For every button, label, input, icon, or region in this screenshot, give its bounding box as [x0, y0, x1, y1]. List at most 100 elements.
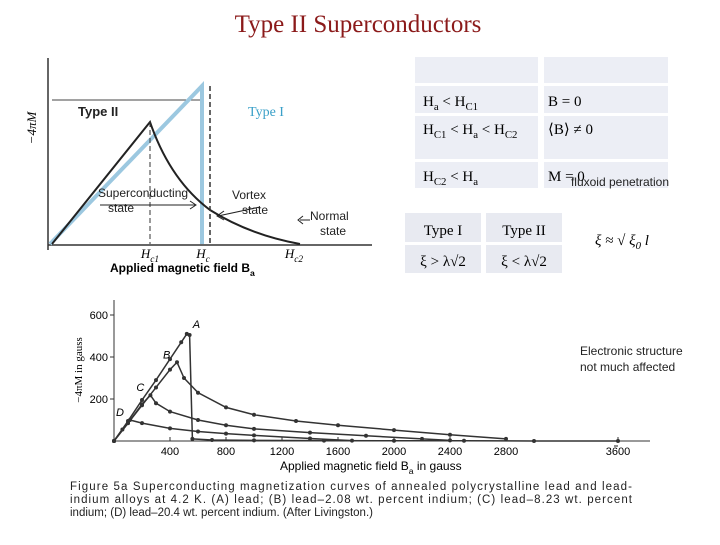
cell [405, 213, 481, 242]
text-part: H [195, 246, 206, 261]
x-tick-label: 1600 [326, 446, 350, 458]
point [224, 405, 228, 410]
cell [405, 245, 481, 273]
cell-text: Type II [502, 223, 546, 239]
text-part: H [423, 169, 434, 185]
point [504, 436, 508, 441]
text-part: Applied magnetic field B [280, 459, 409, 473]
point [196, 429, 200, 434]
point [252, 433, 256, 438]
remark: Electronic structure [580, 344, 683, 358]
subscript: a [473, 176, 478, 188]
point [168, 367, 172, 372]
point [252, 426, 256, 431]
text-part: H [140, 246, 151, 261]
point [448, 432, 452, 437]
rich-text: HC2 < Ha [423, 169, 478, 188]
series-line [113, 419, 353, 442]
point [154, 401, 158, 406]
cell [486, 245, 562, 273]
text-part: l [641, 233, 649, 249]
cell-text: ξ > λ√2 [420, 254, 466, 270]
subscript: a [473, 129, 478, 141]
point [224, 423, 228, 428]
curve-label: Type I [248, 105, 284, 120]
y-tick-label: 400 [90, 352, 108, 364]
rich-text: Ha < HC1 [423, 94, 478, 113]
point [196, 390, 200, 395]
caption: Figure 5a Superconducting magnetization … [70, 481, 632, 493]
point [168, 409, 172, 414]
subscript: c1 [150, 255, 159, 265]
point [336, 423, 340, 428]
region-label: state [108, 201, 134, 215]
cell [486, 213, 562, 242]
cell-text: Type I [424, 223, 463, 239]
point [392, 438, 396, 443]
x-tick-label: 400 [161, 446, 179, 458]
subscript: C1 [465, 101, 478, 113]
point [448, 438, 452, 443]
cell [544, 162, 668, 188]
point [308, 436, 312, 441]
subscript: a [434, 101, 439, 113]
text-part: in gauss [414, 459, 462, 473]
point [120, 427, 125, 432]
text-part: < H [446, 169, 473, 185]
point [392, 428, 396, 433]
text-part: M = 0 [548, 169, 585, 185]
y-axis-label: −4πM in gauss [73, 337, 85, 403]
type-i-curve [48, 81, 204, 246]
series-label: D [116, 407, 124, 419]
point [148, 393, 153, 398]
point [154, 385, 158, 390]
series-line [113, 394, 451, 442]
cell [415, 86, 538, 113]
region-label: Superconducting [98, 186, 188, 200]
point [168, 426, 172, 431]
x-tick-label: 800 [217, 446, 235, 458]
subscript: a [250, 268, 255, 278]
cell [415, 162, 538, 188]
point [112, 439, 116, 443]
point [190, 436, 195, 441]
rich-text: ξ ≈ √ ξ0 l [595, 233, 649, 252]
region-label: state [242, 203, 268, 217]
region-label: Vortex [232, 188, 266, 202]
y-tick-label: 600 [90, 310, 108, 322]
point [154, 378, 158, 383]
rich-text: Hc [195, 246, 210, 265]
arrow [100, 200, 197, 210]
header-cell [544, 57, 668, 83]
series-line [113, 332, 618, 442]
point [196, 418, 200, 422]
caption: indium alloys at 4.2 K. (A) lead; (B) le… [70, 494, 633, 506]
rich-text: Applied magnetic field Ba in gauss [280, 459, 462, 476]
cell-text: ξ < λ√2 [501, 254, 547, 270]
series-label: A [192, 319, 200, 331]
point [420, 436, 424, 441]
region-label: Normal [310, 209, 349, 223]
type-ii-curve [51, 119, 301, 245]
point [616, 439, 620, 443]
subscript: C2 [505, 129, 518, 141]
text-part: Applied magnetic field B [110, 261, 250, 275]
subscript: 0 [636, 240, 642, 252]
point [252, 438, 256, 443]
text-part: H [423, 122, 434, 138]
slide-title: Type II Superconductors [235, 11, 482, 38]
figure-1 [47, 58, 372, 250]
subscript: C1 [434, 129, 447, 141]
cell [544, 86, 668, 113]
text-part: < H [446, 122, 473, 138]
point [175, 360, 179, 365]
x-tick-label: 1200 [270, 446, 294, 458]
point [350, 438, 354, 443]
subscript: a [409, 466, 414, 476]
arrow [297, 215, 310, 225]
point [182, 376, 186, 380]
table-note: fluxoid penetration [571, 175, 669, 189]
